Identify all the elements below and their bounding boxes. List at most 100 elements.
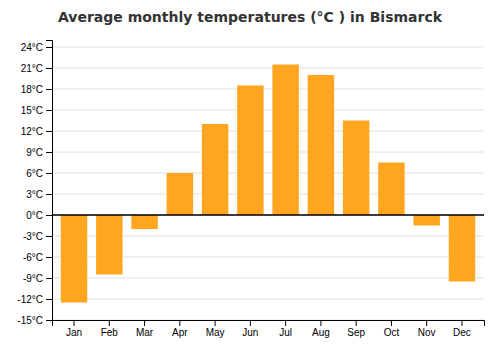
tick: Feb [101,320,119,338]
tick-mark [109,320,110,326]
tick-mark [46,68,52,69]
tick-label: -9°C [23,273,43,284]
tick-mark [46,89,52,90]
tick: Aug [312,320,330,338]
tick: 12°C [21,126,52,137]
grid-line [52,110,484,111]
grid-line [52,89,484,90]
tick-label: Oct [384,327,400,338]
tick-label: Dec [453,327,471,338]
tick: -9°C [23,273,52,284]
tick-mark [461,320,462,326]
tick: 6°C [26,168,52,179]
tick-mark [46,173,52,174]
zero-line [52,214,484,216]
tick: Sep [347,320,365,338]
chart: Average monthly temperatures (°C ) in Bi… [0,0,500,350]
tick: 24°C [21,42,52,53]
tick-label: 15°C [21,105,43,116]
tick-label: Feb [101,327,119,338]
plot: -15°C -12°C -9°C -6°C -3°C 0°C 3°C 6°C 9°C 12°C 15… [17,41,484,339]
y-axis: -15°C -12°C -9°C -6°C -3°C 0°C 3°C 6°C 9°C 12°C 15… [17,41,52,326]
tick: 21°C [21,63,52,74]
grid [52,47,484,320]
tick-mark [46,236,52,237]
grid-line [52,47,484,48]
bar [131,215,157,229]
bar [378,163,404,216]
bar [61,215,87,303]
tick-label: Apr [172,327,188,338]
tick-mark [46,194,52,195]
tick-label: 3°C [26,189,43,200]
tick-label: Sep [347,327,365,338]
grid-line [52,299,484,300]
tick-label: -3°C [23,231,43,242]
tick-mark [46,278,52,279]
tick-mark [426,320,427,326]
tick-label: -6°C [23,252,43,263]
bar [237,86,263,216]
tick-mark [46,131,52,132]
tick: Jun [242,320,258,338]
tick-mark [46,299,52,300]
tick: Oct [384,320,400,338]
tick-label: 21°C [21,63,43,74]
bar [96,215,122,275]
tick-mark [46,110,52,111]
tick: -12°C [17,294,52,305]
tick-mark [391,320,392,326]
tick-label: Aug [312,327,330,338]
tick-mark [46,215,52,216]
grid-line [52,215,484,216]
tick-mark [356,320,357,326]
tick-mark [320,320,321,326]
tick: May [206,320,225,338]
axis-line [46,41,53,321]
bars [61,65,475,303]
title: Average monthly temperatures (°C ) in Bi… [58,9,443,25]
tick-mark [285,320,286,326]
tick-mark [250,320,251,326]
grid-line [52,131,484,132]
tick-mark [46,320,52,321]
tick-label: -15°C [17,315,43,326]
tick-mark [179,320,180,326]
tick: -3°C [23,231,52,242]
tick: 9°C [26,147,52,158]
bar [202,124,228,215]
tick-mark [215,320,216,326]
tick: Nov [418,320,436,338]
axis-line [53,321,485,327]
bar [413,215,439,226]
tick-label: Jan [66,327,82,338]
grid-line [52,194,484,195]
tick-label: 18°C [21,84,43,95]
tick-label: 24°C [21,42,43,53]
tick-mark [74,320,75,326]
tick-label: Mar [136,327,154,338]
tick-mark [46,257,52,258]
tick-mark [46,152,52,153]
bar [343,121,369,216]
bar [272,65,298,216]
bar [449,215,475,282]
tick: Dec [453,320,471,338]
tick-label: May [206,327,225,338]
x-axis: Jan Feb Mar Apr May Jun Jul Aug Sep Oct Nov Dec [53,320,485,338]
tick: -15°C [17,315,52,326]
tick-label: 9°C [26,147,43,158]
tick-label: Jun [242,327,258,338]
tick: 18°C [21,84,52,95]
tick-label: Jul [279,327,292,338]
tick-label: 12°C [21,126,43,137]
tick: 0°C [26,210,52,221]
tick-mark [144,320,145,326]
tick: Apr [172,320,188,338]
bar [167,173,193,215]
tick: Jul [279,320,292,338]
grid-line [52,278,484,279]
tick-label: 6°C [26,168,43,179]
tick: Jan [66,320,82,338]
tick: 15°C [21,105,52,116]
